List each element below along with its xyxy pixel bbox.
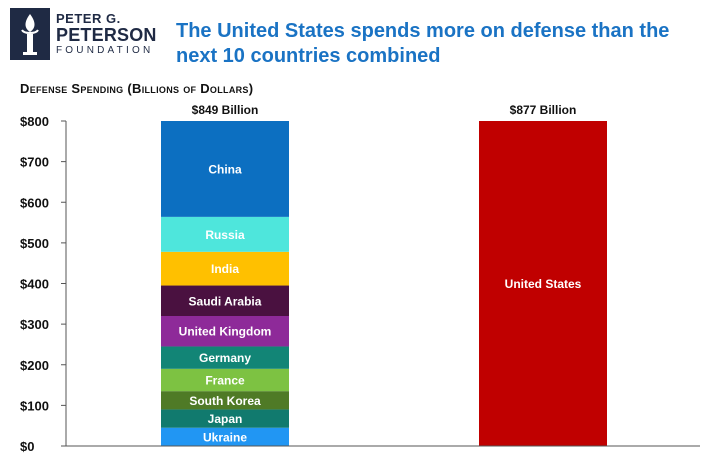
bar-group: Ukraine Japan South Korea France Germany Unit… <box>161 103 289 446</box>
bar-segment-label: Saudi Arabia <box>189 294 262 308</box>
y-tick-label: $800 <box>20 114 49 129</box>
y-tick-label: $200 <box>20 358 49 373</box>
peterson-foundation-logo: PETER G. PETERSON FOUNDATION <box>10 8 160 64</box>
bar-segment-label: United Kingdom <box>179 325 272 339</box>
bar-segment <box>161 409 289 428</box>
bar-segment-label: India <box>211 262 239 276</box>
y-tick-label: $600 <box>20 195 49 210</box>
bar-segment <box>161 391 289 410</box>
bar-segment <box>161 427 289 446</box>
bar-segment-label: Germany <box>199 351 251 365</box>
y-tick-label: $100 <box>20 398 49 413</box>
bar-segment <box>161 368 289 392</box>
logo-name-line1: PETER G. <box>56 11 121 26</box>
bar-segment <box>161 121 289 217</box>
bar-total-label: $877 Billion <box>510 103 577 117</box>
bar-segment-label: Japan <box>208 412 243 426</box>
bar-segment <box>479 121 607 446</box>
bar-segment <box>161 316 289 347</box>
bar-segment-label: United States <box>505 277 582 291</box>
chart-title: The United States spends more on defense… <box>176 20 670 67</box>
bar-segment-label: South Korea <box>189 394 261 408</box>
bar-group: United States $877 Billion <box>479 103 607 446</box>
bar-segment <box>161 216 289 252</box>
y-tick-label: $500 <box>20 236 49 251</box>
bar-segment-label: Russia <box>205 228 245 242</box>
y-tick-label: $300 <box>20 317 49 332</box>
y-axis-title: Defense Spending (Billions of Dollars) <box>20 81 254 96</box>
torch-icon <box>10 8 50 60</box>
y-tick-label: $700 <box>20 155 49 170</box>
bar-segment-label: Ukraine <box>203 430 247 444</box>
y-axis: $0 $100 $200 $300 $400 $500 $600 $700 $800 <box>20 114 67 454</box>
logo-name-line3: FOUNDATION <box>56 45 154 56</box>
bar-segment-label: China <box>208 162 242 176</box>
bar-segment-label: France <box>205 373 245 387</box>
bar-segment <box>161 251 289 286</box>
y-tick-label: $0 <box>20 439 34 454</box>
bars: Ukraine Japan South Korea France Germany Unit… <box>161 103 607 446</box>
bar-total-label: $849 Billion <box>192 103 259 117</box>
logo-name-line2: PETERSON <box>56 25 157 45</box>
bar-segment <box>161 285 289 316</box>
bar-segment <box>161 346 289 369</box>
y-tick-label: $400 <box>20 277 49 292</box>
